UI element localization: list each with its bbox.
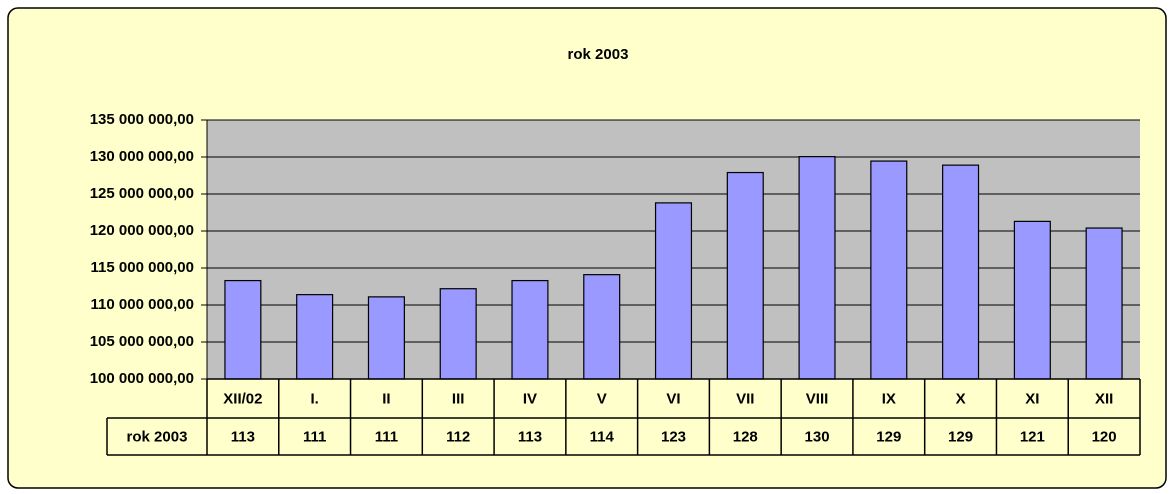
table-value: 111	[375, 428, 398, 445]
x-tick-label: V	[597, 390, 607, 407]
bar	[224, 279, 262, 380]
bar	[511, 279, 549, 380]
bar	[583, 274, 621, 380]
table-value: 114	[590, 428, 615, 445]
y-tick-label: 130 000 000,00	[90, 148, 194, 165]
bar	[870, 160, 908, 380]
bar	[296, 294, 334, 380]
y-tick-label: 110 000 000,00	[91, 296, 194, 313]
bar	[1085, 227, 1123, 380]
table-value: 129	[876, 428, 901, 445]
x-tick-label: IX	[882, 390, 896, 407]
table-value: 130	[805, 428, 830, 445]
y-tick-label: 125 000 000,00	[90, 185, 194, 202]
y-tick-label: 115 000 000,00	[91, 259, 194, 276]
x-tick-label: I.	[310, 390, 318, 407]
x-tick-label: VI	[666, 390, 680, 407]
x-tick-label: X	[956, 390, 966, 407]
bar	[1013, 220, 1051, 380]
bar	[798, 156, 836, 380]
legend-label: rok 2003	[127, 428, 188, 445]
x-tick-label: VIII	[806, 390, 829, 407]
table-value: 123	[661, 428, 686, 445]
table-value: 129	[948, 428, 973, 445]
y-tick-label: 100 000 000,00	[90, 370, 194, 387]
table-value: 112	[446, 428, 470, 445]
x-tick-label: II	[382, 390, 390, 407]
x-tick-label: XII	[1095, 390, 1113, 407]
bar	[439, 288, 477, 380]
y-tick-label: 120 000 000,00	[90, 222, 194, 239]
table-value: 121	[1020, 428, 1045, 445]
bar	[942, 164, 980, 380]
table-value: 113	[518, 428, 542, 445]
chart-title: rok 2003	[568, 46, 629, 63]
y-tick-label: 135 000 000,00	[90, 111, 194, 128]
bar	[654, 202, 693, 380]
x-tick-label: VII	[736, 390, 754, 407]
x-tick-label: XI	[1025, 390, 1039, 407]
y-tick-label: 105 000 000,00	[90, 333, 194, 350]
x-tick-label: XII/02	[223, 390, 262, 407]
bar	[367, 296, 405, 380]
table-value: 120	[1092, 428, 1117, 445]
table-value: 128	[733, 428, 758, 445]
x-tick-label: IV	[523, 390, 537, 407]
table-value: 113	[231, 428, 255, 445]
table-value: 111	[303, 428, 326, 445]
bar	[726, 171, 764, 380]
x-tick-label: III	[452, 390, 465, 407]
